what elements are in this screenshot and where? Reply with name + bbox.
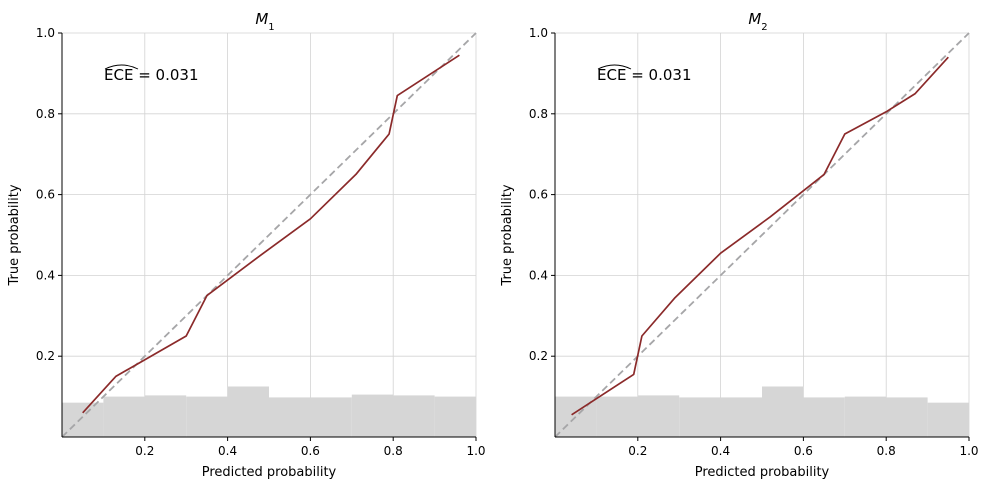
histogram-bar <box>762 386 804 437</box>
histogram-bar <box>393 395 435 437</box>
y-tick-label: 0.6 <box>529 188 548 202</box>
histogram-bar <box>434 396 476 437</box>
histogram-bar <box>886 397 928 437</box>
x-tick-label: 0.2 <box>628 444 647 458</box>
chart-title: M1 <box>255 10 274 33</box>
x-tick-label: 0.4 <box>218 444 237 458</box>
y-tick-label: 0.8 <box>529 107 548 121</box>
y-tick-label: 0.6 <box>36 188 55 202</box>
y-tick-label: 1.0 <box>36 26 55 40</box>
chart-title-subscript: 2 <box>761 22 767 33</box>
y-tick-label: 0.8 <box>36 107 55 121</box>
chart-title-subscript: 1 <box>268 22 274 33</box>
ece-value: = 0.031 <box>626 66 691 84</box>
histogram-bar <box>637 395 680 437</box>
x-tick-label: 1.0 <box>466 444 485 458</box>
y-tick-label: 1.0 <box>529 26 548 40</box>
chart-title: M2 <box>748 10 767 33</box>
histogram-bar <box>310 397 352 437</box>
histogram-bar <box>269 397 311 437</box>
y-tick-label: 0.2 <box>36 349 55 363</box>
ece-label: ECE <box>104 66 133 84</box>
y-tick-label: 0.2 <box>529 349 548 363</box>
x-tick-label: 0.6 <box>301 444 320 458</box>
y-tick-label: 0.4 <box>36 268 55 282</box>
ece-hat-mark <box>597 64 632 70</box>
ece-label: ECE <box>597 66 626 84</box>
x-tick-label: 1.0 <box>959 444 978 458</box>
y-axis-label: True probability <box>7 184 22 286</box>
histogram-bar <box>927 402 969 437</box>
perfect-calibration-line <box>554 32 970 438</box>
histogram-bar <box>227 386 269 437</box>
histogram-bar <box>596 396 638 437</box>
ece-value: = 0.031 <box>133 66 198 84</box>
panel-1: 0.2 0.4 0.6 0.8 1.0 0.2 0.4 0.6 0.8 1.0 Predicted … <box>7 10 486 480</box>
x-tick-label: 0.8 <box>384 444 403 458</box>
x-axis-label: Predicted probability <box>695 465 830 480</box>
chart-title-main: M <box>748 10 761 28</box>
ece-hat-mark <box>104 64 139 70</box>
histogram-bar <box>62 402 104 437</box>
histogram-bar <box>351 394 394 437</box>
ece-annotation: ECE = 0.031 <box>104 66 198 84</box>
chart-title-main: M <box>255 10 268 28</box>
histogram-bar <box>803 397 845 437</box>
histogram-bar <box>186 396 228 437</box>
perfect-calibration-line <box>61 32 477 438</box>
x-tick-label: 0.2 <box>135 444 154 458</box>
histogram-bar <box>679 397 721 437</box>
ece-annotation: ECE = 0.031 <box>597 66 691 84</box>
histogram-bar <box>844 396 887 437</box>
x-tick-label: 0.4 <box>711 444 730 458</box>
x-axis-label: Predicted probability <box>202 465 337 480</box>
y-tick-label: 0.4 <box>529 268 548 282</box>
x-tick-label: 0.8 <box>877 444 896 458</box>
panel-2: 0.2 0.4 0.6 0.8 1.0 0.2 0.4 0.6 0.8 1.0 Predicted … <box>500 10 979 480</box>
histogram-bar <box>103 396 145 437</box>
histogram-bar <box>720 397 762 437</box>
histogram-bar <box>144 395 187 437</box>
y-axis-label: True probability <box>500 184 515 286</box>
x-tick-label: 0.6 <box>794 444 813 458</box>
calibration-curve <box>82 54 460 414</box>
